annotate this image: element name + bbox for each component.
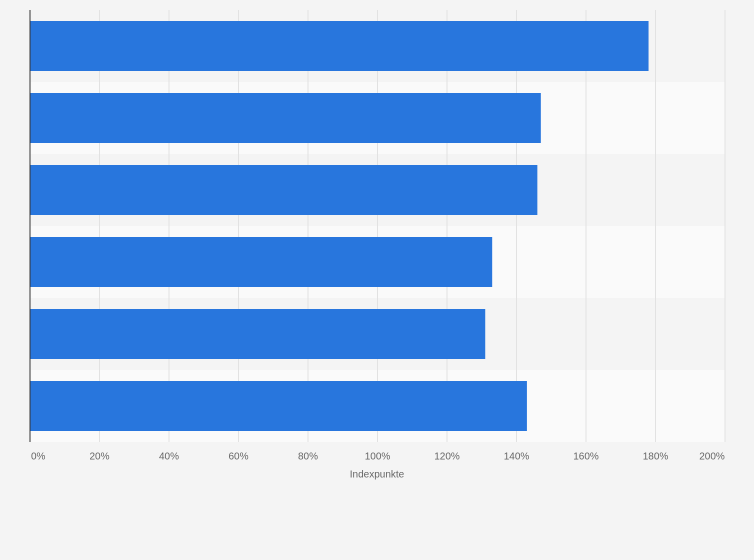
x-tick-label: 180% bbox=[643, 452, 669, 463]
bar bbox=[30, 21, 649, 71]
x-tick-label: 160% bbox=[573, 452, 599, 463]
bar bbox=[30, 93, 541, 143]
x-axis-label: Indexpunkte bbox=[350, 470, 405, 481]
x-tick-label: 100% bbox=[365, 452, 391, 463]
x-tick-label: 80% bbox=[298, 452, 318, 463]
bar bbox=[30, 165, 538, 215]
x-tick-label: 20% bbox=[89, 452, 109, 463]
x-tick-label: 60% bbox=[228, 452, 248, 463]
x-tick-label: 0% bbox=[31, 452, 46, 463]
x-tick-label: 140% bbox=[504, 452, 530, 463]
x-tick-label: 40% bbox=[159, 452, 179, 463]
x-tick-label: 120% bbox=[434, 452, 460, 463]
bar bbox=[30, 381, 527, 431]
bar bbox=[30, 309, 486, 359]
x-tick-label: 200% bbox=[699, 452, 725, 463]
bar bbox=[30, 237, 493, 287]
